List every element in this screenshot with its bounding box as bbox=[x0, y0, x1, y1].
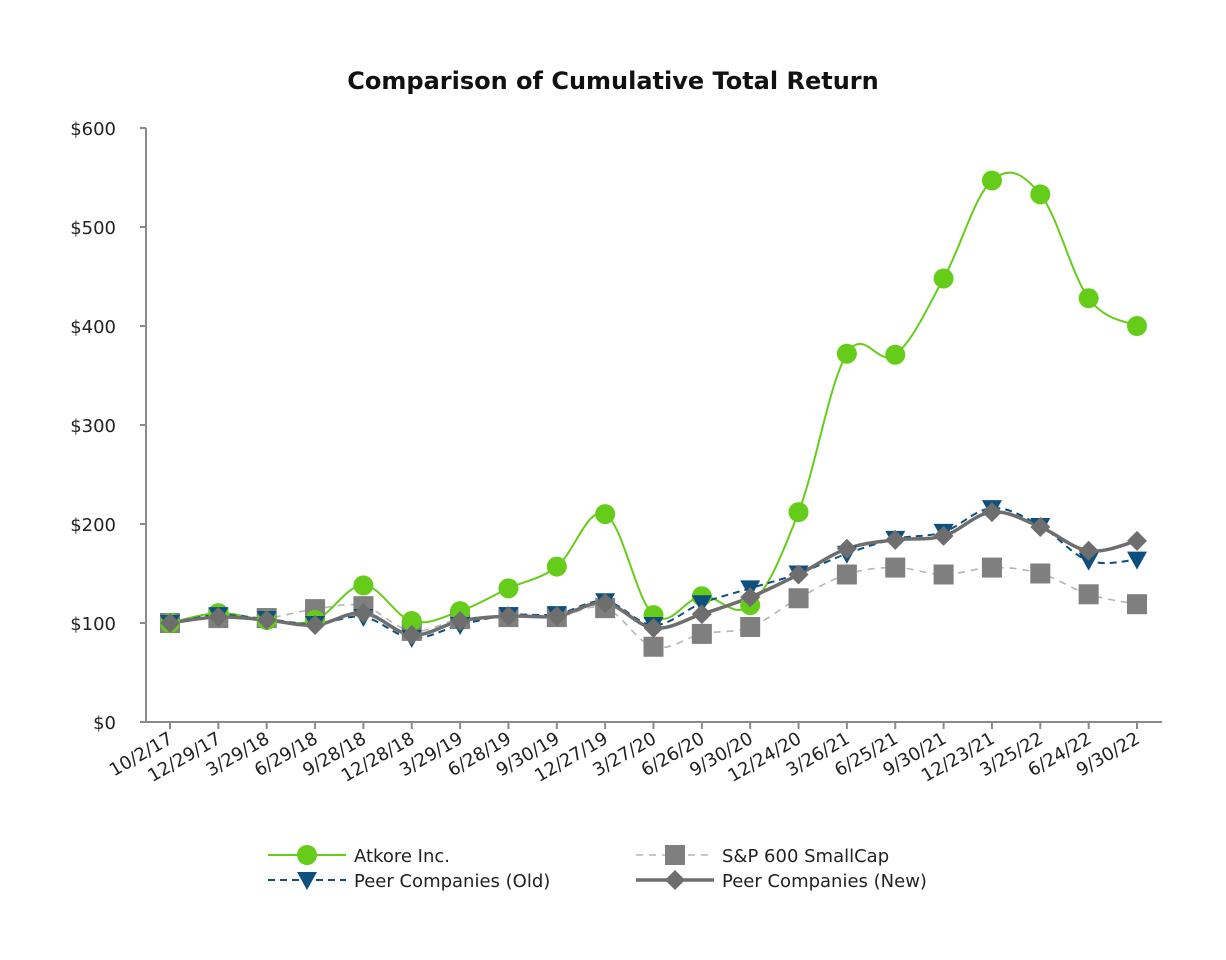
data-point-s-p-600-smallcap bbox=[691, 623, 712, 644]
legend-label: S&P 600 SmallCap bbox=[722, 846, 889, 867]
data-point-s-p-600-smallcap bbox=[885, 557, 906, 578]
axes: $0$100$200$300$400$500$60010/2/1712/29/1… bbox=[70, 119, 1162, 787]
data-point-peer-companies-new bbox=[885, 529, 906, 550]
y-tick-label: $300 bbox=[70, 416, 116, 437]
data-point-atkore-inc bbox=[353, 575, 374, 596]
data-point-atkore-inc bbox=[933, 268, 954, 289]
legend-marker bbox=[665, 870, 685, 890]
legend-label: Peer Companies (Old) bbox=[354, 871, 550, 892]
series-markers bbox=[160, 170, 1147, 657]
data-point-atkore-inc bbox=[788, 502, 809, 523]
y-tick-label: $0 bbox=[93, 713, 116, 734]
data-point-peer-companies-new bbox=[740, 587, 761, 608]
data-point-atkore-inc bbox=[981, 170, 1002, 191]
data-point-s-p-600-smallcap bbox=[1030, 563, 1051, 584]
legend: Atkore Inc. S&P 600 SmallCap Peer Companie… bbox=[268, 845, 927, 892]
data-point-s-p-600-smallcap bbox=[1078, 584, 1099, 605]
data-point-peer-companies-new bbox=[256, 610, 277, 631]
data-point-peer-companies-new bbox=[450, 611, 471, 632]
data-point-s-p-600-smallcap bbox=[740, 616, 761, 637]
data-point-peer-companies-new bbox=[933, 525, 954, 546]
legend-label: Atkore Inc. bbox=[354, 846, 450, 867]
data-point-peer-companies-new bbox=[595, 593, 616, 614]
data-point-s-p-600-smallcap bbox=[836, 564, 857, 585]
y-tick-label: $500 bbox=[70, 218, 116, 239]
data-point-peer-companies-old bbox=[1078, 552, 1099, 571]
data-point-peer-companies-new bbox=[401, 624, 422, 645]
data-point-peer-companies-new bbox=[1127, 530, 1147, 551]
legend-marker bbox=[297, 872, 317, 890]
data-point-peer-companies-new bbox=[643, 617, 664, 638]
data-point-s-p-600-smallcap bbox=[643, 636, 664, 657]
data-point-peer-companies-new bbox=[305, 614, 326, 635]
data-point-peer-companies-new bbox=[1078, 540, 1099, 561]
y-tick-label: $400 bbox=[70, 317, 116, 338]
legend-item-atkore-inc: Atkore Inc. bbox=[268, 845, 450, 867]
data-point-s-p-600-smallcap bbox=[788, 588, 809, 609]
data-point-s-p-600-smallcap bbox=[933, 564, 954, 585]
chart-title: Comparison of Cumulative Total Return bbox=[347, 67, 878, 95]
data-point-peer-companies-new bbox=[353, 603, 374, 624]
data-point-peer-companies-new bbox=[981, 502, 1002, 523]
legend-item-peer-companies-old: Peer Companies (Old) bbox=[268, 871, 550, 892]
data-point-s-p-600-smallcap bbox=[981, 557, 1002, 578]
data-point-atkore-inc bbox=[1078, 288, 1099, 309]
legend-marker bbox=[297, 845, 317, 865]
data-point-peer-companies-new bbox=[1030, 516, 1051, 537]
data-point-s-p-600-smallcap bbox=[1127, 594, 1147, 615]
data-point-atkore-inc bbox=[401, 611, 422, 632]
data-point-atkore-inc bbox=[1127, 316, 1147, 336]
data-point-peer-companies-new bbox=[788, 564, 809, 585]
data-point-atkore-inc bbox=[836, 343, 857, 364]
series-line-atkore-inc bbox=[169, 171, 1138, 625]
y-tick-label: $200 bbox=[70, 515, 116, 536]
data-point-peer-companies-new bbox=[691, 604, 712, 625]
y-tick-label: $600 bbox=[70, 119, 116, 140]
legend-label: Peer Companies (New) bbox=[722, 871, 927, 892]
legend-marker bbox=[665, 845, 685, 865]
data-point-peer-companies-new bbox=[546, 606, 567, 627]
data-point-atkore-inc bbox=[546, 556, 567, 577]
data-point-peer-companies-new bbox=[836, 538, 857, 559]
data-point-peer-companies-new bbox=[498, 606, 519, 627]
data-point-atkore-inc bbox=[498, 578, 519, 599]
data-point-peer-companies-new bbox=[160, 613, 180, 633]
legend-item-peer-companies-new: Peer Companies (New) bbox=[636, 870, 927, 892]
y-tick-label: $100 bbox=[70, 614, 116, 635]
data-point-atkore-inc bbox=[1030, 184, 1051, 205]
data-point-peer-companies-old bbox=[1127, 551, 1147, 570]
data-point-atkore-inc bbox=[595, 504, 616, 525]
series-markers-peer-companies-new bbox=[160, 502, 1147, 645]
data-point-atkore-inc bbox=[885, 344, 906, 365]
data-point-peer-companies-new bbox=[208, 607, 229, 628]
legend-item-s-p-600-smallcap: S&P 600 SmallCap bbox=[636, 845, 889, 867]
